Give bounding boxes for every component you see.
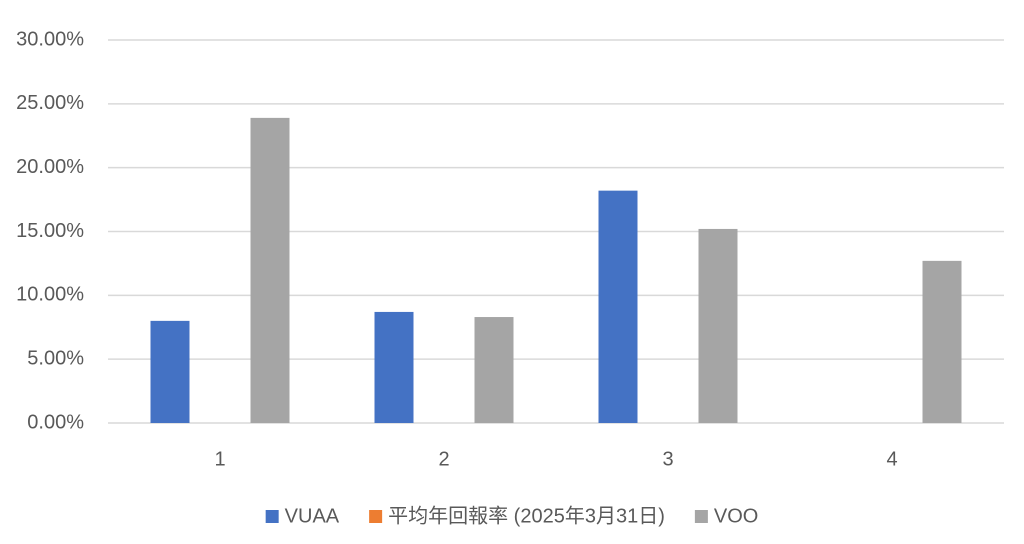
bar [250,117,290,424]
y-tick-label: 15.00% [16,220,84,242]
y-tick-label: 10.00% [16,284,84,306]
bar [922,260,962,423]
bar [598,190,638,423]
x-tick-label: 3 [662,448,673,470]
bar [374,311,414,423]
y-tick-label: 0.00% [27,411,84,433]
y-tick-label: 5.00% [27,347,84,369]
legend-label: VUAA [285,505,340,527]
y-tick-label: 30.00% [16,28,84,50]
bar [150,320,190,423]
y-tick-label: 20.00% [16,156,84,178]
y-tick-label: 25.00% [16,92,84,114]
bar [474,317,514,423]
x-tick-label: 1 [214,448,225,470]
legend-swatch [369,510,383,523]
legend-swatch [694,510,708,523]
legend-swatch [265,510,279,523]
x-tick-label: 4 [886,448,897,470]
legend-label: VOO [714,505,758,527]
bar [698,228,738,423]
x-tick-label: 2 [438,448,449,470]
legend-label: 平均年回報率 (2025年3月31日) [388,504,665,527]
